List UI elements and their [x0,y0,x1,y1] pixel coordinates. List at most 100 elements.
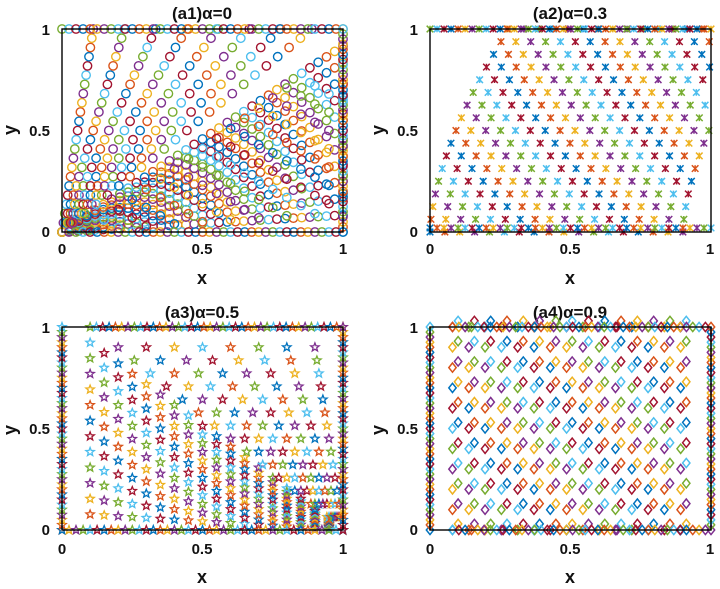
data-point [496,341,507,354]
data-point [545,524,555,536]
data-point [167,107,178,117]
data-point [96,190,107,201]
data-point [469,477,480,490]
data-point [98,479,110,491]
data-point [531,224,540,232]
data-point [197,162,208,172]
data-point [680,113,689,122]
data-point [168,513,181,525]
data-point [189,219,200,229]
data-point [296,97,307,108]
data-point [545,503,555,516]
data-point [126,471,139,483]
data-point [113,153,124,164]
data-point [77,162,87,173]
x-tick-label: 0 [426,241,434,258]
data-point [98,391,110,403]
data-point [627,402,637,415]
data-point [99,134,110,145]
data-point [154,388,167,400]
data-point [583,376,594,388]
data-point [676,463,686,475]
data-point [480,402,490,415]
data-point [472,113,481,122]
data-point [204,107,215,117]
data-point [225,196,236,207]
data-point [98,494,110,506]
data-point [84,336,97,348]
data-point [168,482,181,494]
data-point [271,110,282,121]
data-point [676,361,686,374]
data-point [610,341,621,354]
data-point [534,396,545,408]
data-point [630,126,639,135]
data-point [112,426,125,438]
data-point [460,321,470,333]
data-point [600,477,610,490]
data-point [476,139,485,148]
data-point [266,519,279,531]
data-point [681,477,691,490]
data-point [253,176,264,187]
data-point [600,376,610,388]
data-point [304,77,315,88]
data-point [160,380,173,392]
data-point [542,63,550,71]
y-tick-label: 0.5 [29,123,50,140]
data-point [211,151,222,162]
data-point [181,125,192,136]
data-point [264,445,277,457]
chart-title: (a3)α=0.5 [165,303,239,322]
data-point [105,70,116,81]
data-point [659,503,669,516]
data-point [688,321,698,333]
data-point [650,524,660,536]
data-point [513,503,523,516]
data-point [280,341,293,353]
data-point [593,50,602,59]
data-point [227,88,238,99]
data-point [624,321,635,333]
y-tick-label: 0.5 [397,421,418,438]
data-point [575,215,584,224]
data-point [461,224,469,232]
data-point [159,61,170,71]
data-point [98,420,110,432]
data-point [464,177,473,186]
data-point [140,475,153,487]
data-point [169,182,180,193]
data-point [296,458,309,470]
data-point [501,215,510,224]
data-point [633,88,641,97]
data-point [304,122,315,133]
data-point [164,155,175,166]
data-point [551,436,561,449]
data-point [193,79,204,90]
data-point [464,463,474,475]
data-point [464,361,474,374]
data-point [520,190,529,198]
x-tick-label: 0 [58,541,66,558]
data-point [667,202,675,211]
data-point [502,477,512,490]
data-point [224,419,237,431]
data-point [659,463,669,475]
data-point [431,190,440,198]
data-point [271,175,282,186]
data-point [574,321,584,333]
data-point [612,101,620,109]
data-point [496,442,507,455]
data-point [123,183,134,194]
data-point [464,442,474,455]
data-point [486,315,496,327]
axes-box [429,28,712,233]
data-point [616,497,626,510]
data-point [631,63,640,71]
data-point [594,463,604,475]
data-point [154,411,167,423]
data-point [453,355,463,368]
data-point [632,497,643,510]
data-point [529,483,539,496]
data-point [183,208,194,219]
